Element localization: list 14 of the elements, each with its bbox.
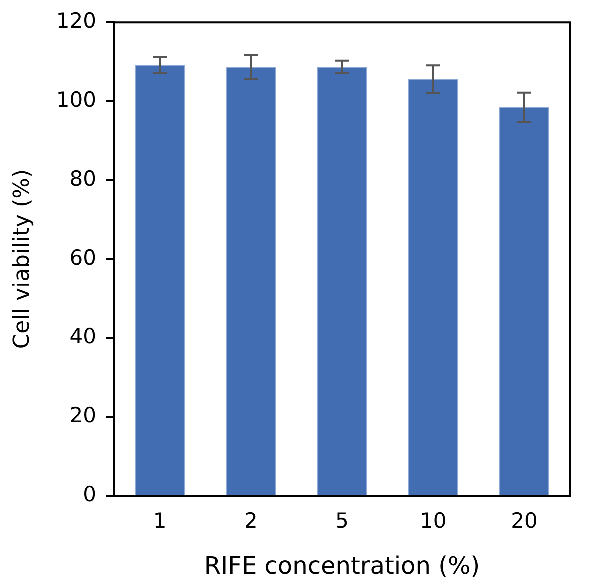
y-tick-label: 20 xyxy=(70,404,96,428)
y-tick-label: 40 xyxy=(70,324,96,349)
x-tick-label: 10 xyxy=(420,509,447,534)
y-tick-label: 60 xyxy=(70,246,96,270)
x-tick-label: 5 xyxy=(336,509,349,534)
x-tick-label: 20 xyxy=(511,509,538,534)
x-tick-label: 2 xyxy=(244,509,258,534)
x-axis-title: RIFE concentration (%) xyxy=(204,552,480,580)
y-tick-label: 0 xyxy=(83,482,96,506)
x-tick-label: 1 xyxy=(153,509,167,534)
y-tick-label: 120 xyxy=(56,9,96,34)
y-tick-label: 100 xyxy=(56,88,96,112)
y-tick-label: 80 xyxy=(70,166,96,191)
y-axis-title: Cell viability (%) xyxy=(10,169,35,350)
